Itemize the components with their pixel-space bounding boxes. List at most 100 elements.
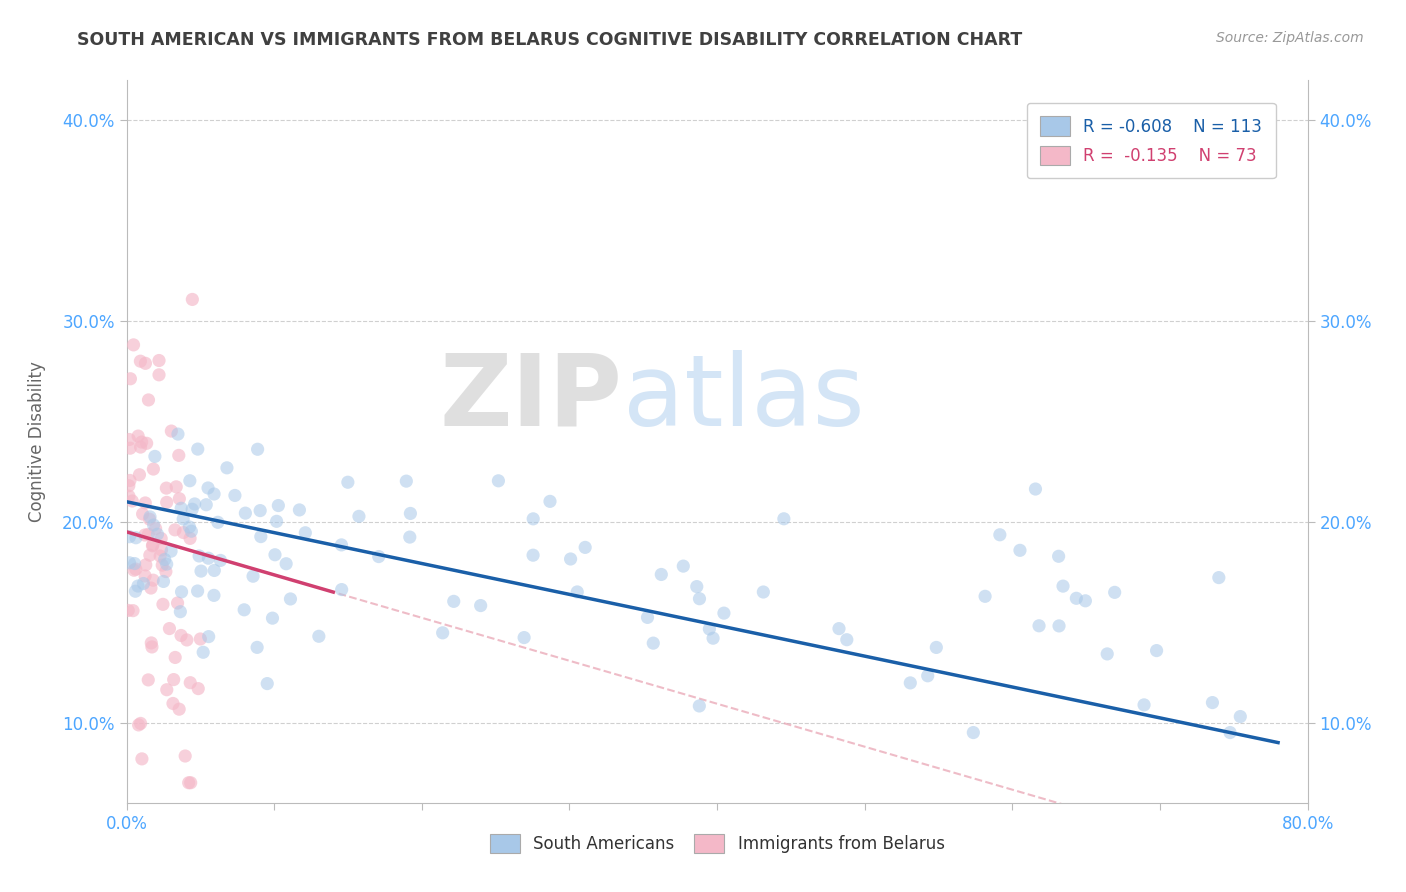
Point xyxy=(172,525,194,540)
Point xyxy=(170,585,193,599)
Point xyxy=(1219,725,1241,739)
Point xyxy=(752,585,775,599)
Point xyxy=(125,531,148,545)
Point xyxy=(174,749,197,764)
Point xyxy=(169,491,191,506)
Point xyxy=(148,368,170,382)
Text: ZIP: ZIP xyxy=(440,350,623,447)
Point xyxy=(160,424,183,438)
Point xyxy=(179,675,201,690)
Legend: South Americans, Immigrants from Belarus: South Americans, Immigrants from Belarus xyxy=(482,827,952,860)
Point xyxy=(165,650,187,665)
Point xyxy=(190,564,212,578)
Point xyxy=(538,494,561,508)
Point xyxy=(118,530,141,544)
Point xyxy=(202,588,225,602)
Point xyxy=(141,640,163,654)
Point xyxy=(152,574,174,589)
Point xyxy=(138,527,160,541)
Point xyxy=(179,474,201,488)
Point xyxy=(124,584,146,599)
Point xyxy=(187,584,209,599)
Point xyxy=(177,775,200,790)
Point xyxy=(118,556,141,570)
Point xyxy=(470,599,492,613)
Point xyxy=(443,594,465,608)
Point xyxy=(188,632,211,646)
Point xyxy=(522,512,544,526)
Point xyxy=(176,632,198,647)
Point xyxy=(155,565,177,579)
Point xyxy=(134,569,156,583)
Point xyxy=(143,450,166,464)
Point xyxy=(367,549,389,564)
Point xyxy=(156,557,179,571)
Point xyxy=(138,512,160,526)
Point xyxy=(988,528,1011,542)
Point xyxy=(560,552,582,566)
Point xyxy=(215,460,238,475)
Point xyxy=(120,372,142,386)
Point xyxy=(180,524,202,539)
Point xyxy=(180,775,202,790)
Point xyxy=(962,725,984,739)
Point xyxy=(131,435,153,450)
Point xyxy=(166,596,188,610)
Point xyxy=(160,544,183,558)
Point xyxy=(1074,594,1097,608)
Point xyxy=(172,512,194,526)
Point xyxy=(142,573,165,587)
Y-axis label: Cognitive Disability: Cognitive Disability xyxy=(28,361,45,522)
Point xyxy=(686,580,709,594)
Point xyxy=(1028,619,1050,633)
Point xyxy=(135,558,157,572)
Point xyxy=(135,436,157,450)
Point xyxy=(202,487,225,501)
Point xyxy=(974,590,997,604)
Point xyxy=(127,429,149,443)
Point xyxy=(643,636,665,650)
Point xyxy=(513,631,536,645)
Point xyxy=(183,497,205,511)
Point xyxy=(195,498,218,512)
Point xyxy=(122,563,145,577)
Point xyxy=(835,632,858,647)
Point xyxy=(522,548,544,562)
Point xyxy=(162,697,184,711)
Point xyxy=(249,503,271,517)
Point xyxy=(1229,709,1251,723)
Point xyxy=(1047,619,1070,633)
Point xyxy=(702,631,724,645)
Point xyxy=(150,558,173,573)
Point xyxy=(181,502,204,516)
Point xyxy=(1066,591,1088,606)
Point xyxy=(1047,549,1070,564)
Point xyxy=(129,716,152,731)
Point xyxy=(142,538,165,552)
Point xyxy=(134,528,156,542)
Point xyxy=(242,569,264,583)
Point xyxy=(128,718,150,732)
Point xyxy=(280,591,302,606)
Point xyxy=(1024,482,1046,496)
Point xyxy=(925,640,948,655)
Point xyxy=(266,514,288,528)
Point xyxy=(1008,543,1031,558)
Point xyxy=(330,538,353,552)
Point xyxy=(197,630,219,644)
Point xyxy=(122,604,145,618)
Point xyxy=(120,441,142,455)
Point xyxy=(132,576,155,591)
Point xyxy=(233,603,256,617)
Point xyxy=(179,520,201,534)
Point xyxy=(1104,585,1126,599)
Point xyxy=(308,629,330,643)
Point xyxy=(167,427,190,442)
Point xyxy=(159,622,181,636)
Point xyxy=(432,625,454,640)
Point xyxy=(395,474,418,488)
Point xyxy=(131,752,153,766)
Point xyxy=(828,622,851,636)
Point xyxy=(773,512,796,526)
Point xyxy=(267,499,290,513)
